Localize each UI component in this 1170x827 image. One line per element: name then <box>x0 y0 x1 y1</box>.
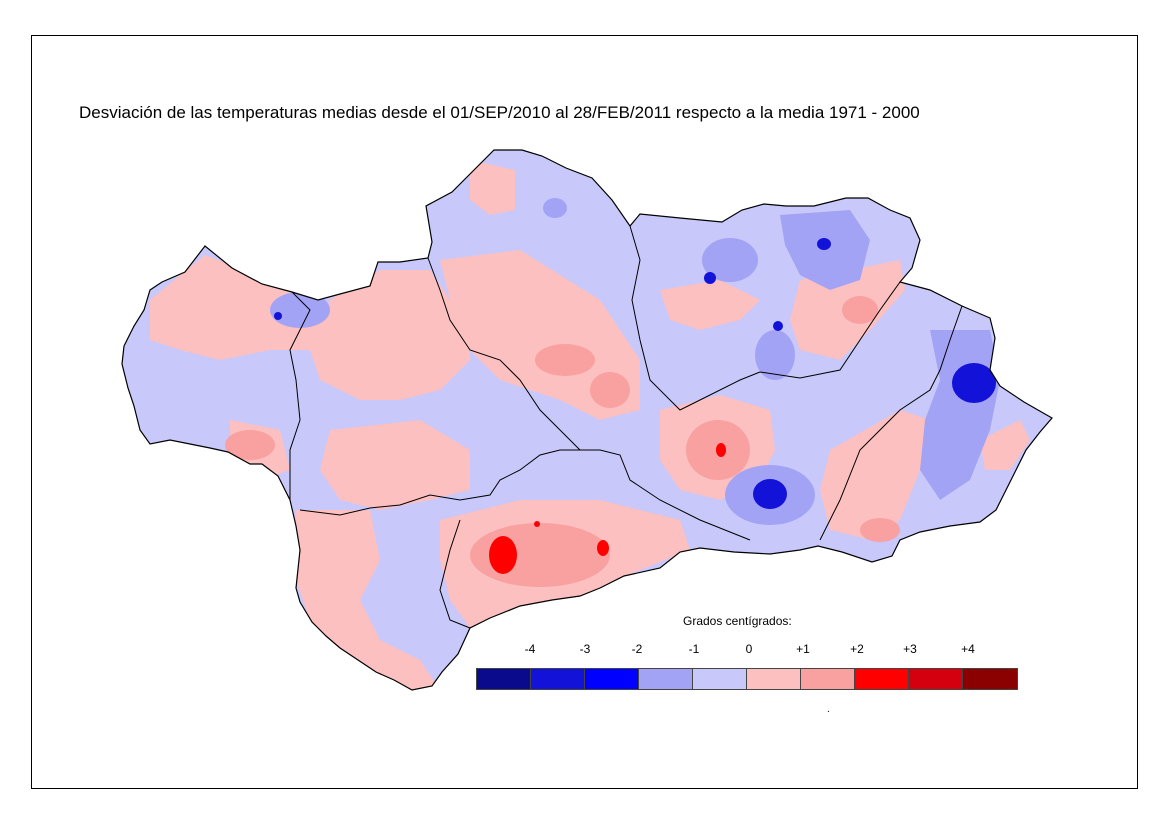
border-sevilla-south <box>299 449 580 516</box>
andalusia-outline <box>121 149 1053 691</box>
legend-tick: +3 <box>903 642 917 656</box>
legend-tick: -4 <box>524 642 536 656</box>
anomaly-zone-cadiz <box>296 510 440 690</box>
anomaly-zone-pedroches <box>543 198 567 218</box>
legend-tick: +2 <box>850 642 864 656</box>
legend-swatch <box>585 669 639 689</box>
border-cordoba-jaen <box>629 225 761 411</box>
anomaly-zone-cordoba-high <box>535 344 595 376</box>
border-huelva-sevilla <box>289 291 311 500</box>
anomaly-zone-jaen-high <box>842 296 878 324</box>
anomaly-zone-jaen-cold <box>704 272 716 284</box>
legend-swatch <box>747 669 801 689</box>
legend-tick: +1 <box>796 642 810 656</box>
anomaly-zone-huelva-high <box>225 430 275 460</box>
anomaly-zone-huelva-cold <box>274 312 282 320</box>
legend-swatch <box>639 669 693 689</box>
anomaly-zone-jaen-south <box>755 330 795 380</box>
anomaly-zone-sevilla-north <box>310 270 470 400</box>
anomaly-zone-malaga-hotspot <box>489 536 517 574</box>
border-jaen-granada-east <box>759 281 901 379</box>
anomaly-zone-huelva-north <box>150 255 330 360</box>
legend-tick: -3 <box>579 642 591 656</box>
legend-swatch <box>477 669 531 689</box>
border-cordoba-granada-south <box>580 449 751 541</box>
footnote-mark: . <box>827 704 830 715</box>
anomaly-zone-cordoba-high-2 <box>590 372 630 408</box>
anomaly-zone-almeria-west <box>820 410 930 540</box>
border-cadiz-malaga <box>439 519 471 629</box>
anomaly-zone-cordoba-north <box>470 160 515 215</box>
anomaly-zone-sevilla-south <box>320 420 470 510</box>
legend-tick: 0 <box>745 642 753 656</box>
anomaly-zone-sierra-segura <box>780 210 870 290</box>
anomaly-zone-almeria-high <box>860 518 900 542</box>
border-sevilla-cordoba <box>427 257 581 451</box>
map-title: Desviación de las temperaturas medias de… <box>79 103 920 122</box>
legend-swatch <box>801 669 855 689</box>
anomaly-zone-cazorla-cold <box>817 238 831 250</box>
anomaly-zone-granada-cold <box>753 479 787 509</box>
province-borders <box>289 225 963 629</box>
anomaly-zone-almeria-east <box>980 420 1030 470</box>
anomaly-zone-almeria-cold <box>952 363 996 403</box>
legend-tick: -1 <box>688 642 700 656</box>
border-granada-almeria <box>819 305 963 541</box>
legend-colorbar <box>476 668 1018 690</box>
legend-tick: +4 <box>961 642 975 656</box>
legend-title: Grados centígrados: <box>683 614 792 628</box>
map-frame <box>31 35 1138 789</box>
legend-swatch <box>693 669 747 689</box>
anomaly-zone-aracena <box>270 292 330 328</box>
anomaly-zone-malaga-spot <box>534 521 540 527</box>
legend-swatch <box>531 669 585 689</box>
anomaly-zone-malaga-coast-hotspot <box>597 540 609 556</box>
anomaly-zone-jaen-west <box>660 280 760 330</box>
anomaly-zone-jaen-center <box>702 238 758 282</box>
legend-tick: -2 <box>631 642 643 656</box>
anomaly-zone-granada-hotspot <box>716 443 726 457</box>
anomaly-zone-cordoba <box>440 250 640 420</box>
legend-swatch <box>909 669 963 689</box>
legend-swatch <box>855 669 909 689</box>
legend-swatch <box>963 669 1017 689</box>
anomaly-zone-jaen-cold-2 <box>773 321 783 331</box>
